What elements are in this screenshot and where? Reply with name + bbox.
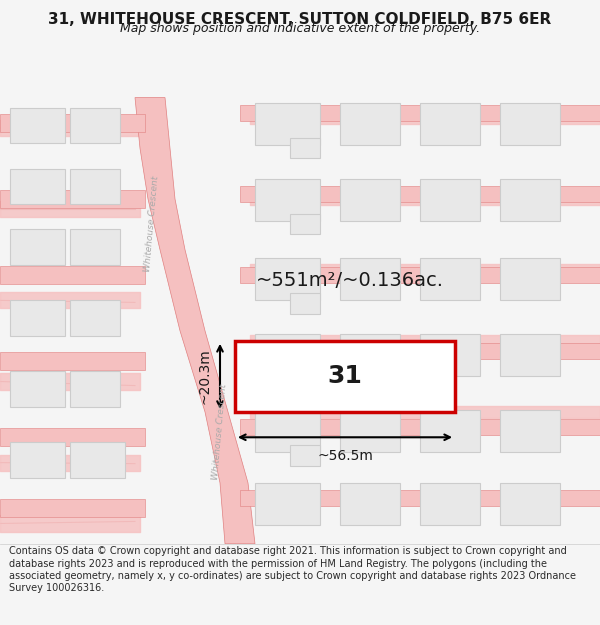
Text: Map shows position and indicative extent of the property.: Map shows position and indicative extent… [120,22,480,35]
Text: Contains OS data © Crown copyright and database right 2021. This information is : Contains OS data © Crown copyright and d… [9,546,576,593]
Bar [0,190,145,208]
Bar [235,341,455,412]
Bar [340,102,400,145]
Bar [420,179,480,221]
Bar [0,352,145,371]
Bar [420,102,480,145]
Bar [240,343,600,359]
Text: 31: 31 [328,364,362,388]
Text: Whitehouse Crescent: Whitehouse Crescent [143,176,161,272]
Text: 31, WHITEHOUSE CRESCENT, SUTTON COLDFIELD, B75 6ER: 31, WHITEHOUSE CRESCENT, SUTTON COLDFIEL… [49,12,551,27]
Bar [290,138,320,158]
Bar [10,442,65,478]
Bar [290,369,320,389]
Bar [10,107,65,143]
Bar [255,410,320,452]
Bar [340,179,400,221]
Bar [255,179,320,221]
Text: ~56.5m: ~56.5m [317,449,373,464]
Bar [255,334,320,376]
Bar [290,293,320,314]
Bar [70,169,120,204]
Bar [420,258,480,301]
Bar [420,483,480,526]
Bar [240,490,600,506]
Text: Whitehouse Crescent: Whitehouse Crescent [211,384,229,481]
Text: ~20.3m: ~20.3m [198,349,212,404]
Bar [70,107,120,143]
Bar [70,442,125,478]
Bar [240,104,600,121]
Bar [340,258,400,301]
Bar [500,483,560,526]
Bar [290,214,320,234]
Bar [240,186,600,202]
Bar [0,499,145,518]
Bar [500,334,560,376]
Bar [255,258,320,301]
Bar [340,483,400,526]
Polygon shape [135,98,255,544]
Bar [420,410,480,452]
Bar [340,334,400,376]
Bar [0,428,145,446]
Bar [240,267,600,283]
Bar [70,301,120,336]
Bar [0,266,145,284]
Bar [255,483,320,526]
Bar [10,229,65,265]
Bar [500,258,560,301]
Bar [255,102,320,145]
Text: ~551m²/~0.136ac.: ~551m²/~0.136ac. [256,271,444,289]
Bar [10,301,65,336]
Bar [70,371,120,407]
Bar [500,410,560,452]
Bar [500,179,560,221]
Bar [10,169,65,204]
Bar [0,114,145,132]
Bar [290,446,320,466]
Bar [70,229,120,265]
Bar [340,410,400,452]
Bar [10,371,65,407]
Bar [240,419,600,435]
Bar [500,102,560,145]
Bar [420,334,480,376]
